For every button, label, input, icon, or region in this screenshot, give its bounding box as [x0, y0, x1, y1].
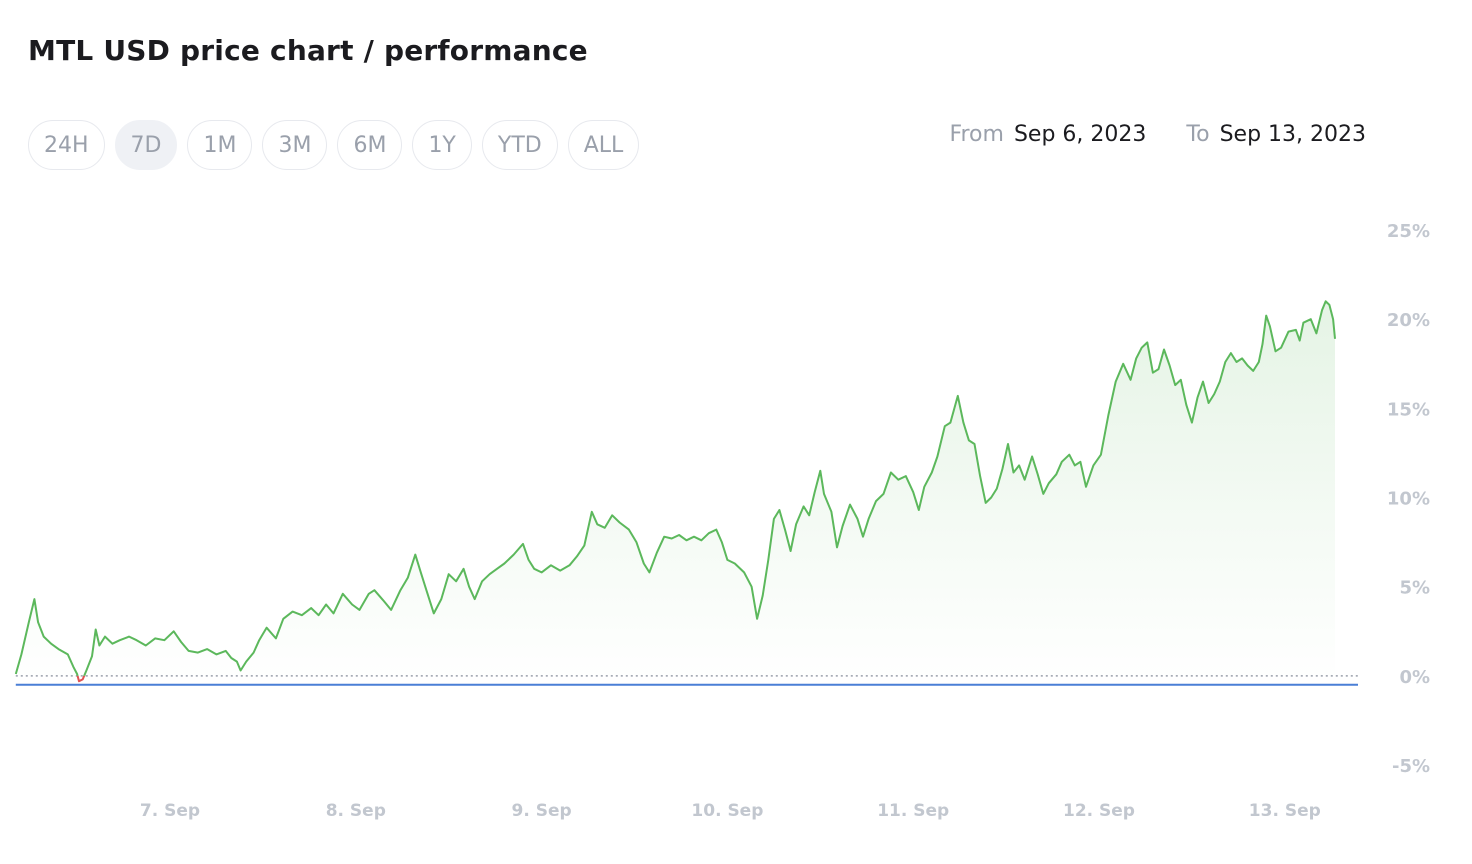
y-tick-label: 15% — [1387, 399, 1430, 420]
performance-line-positive — [14, 300, 1336, 676]
x-tick-label: 8. Sep — [326, 801, 386, 821]
range-button-1y[interactable]: 1Y — [412, 120, 472, 170]
x-tick-label: 7. Sep — [140, 801, 200, 821]
to-date-input[interactable]: Sep 13, 2023 — [1219, 122, 1366, 147]
range-button-6m[interactable]: 6M — [337, 120, 403, 170]
x-tick-label: 12. Sep — [1063, 801, 1135, 821]
y-axis: 25% 20% 15% 10% 5% 0% -5% — [1387, 221, 1430, 777]
page-title: MTL USD price chart / performance — [28, 34, 588, 67]
x-tick-label: 10. Sep — [691, 801, 763, 821]
range-button-all[interactable]: ALL — [567, 120, 640, 170]
range-button-7d[interactable]: 7D — [114, 120, 178, 170]
range-selector: 24H 7D 1M 3M 6M 1Y YTD ALL — [28, 120, 640, 170]
x-tick-label: 13. Sep — [1249, 801, 1321, 821]
from-label: From — [949, 122, 1004, 147]
range-button-ytd[interactable]: YTD — [481, 120, 558, 170]
range-button-24h[interactable]: 24H — [28, 120, 105, 170]
date-range: From Sep 6, 2023 To Sep 13, 2023 — [949, 122, 1366, 147]
range-button-1m[interactable]: 1M — [187, 120, 253, 170]
y-tick-label: 5% — [1399, 578, 1430, 599]
y-tick-label: 10% — [1387, 489, 1430, 510]
y-tick-label: 0% — [1399, 667, 1430, 688]
y-tick-label: 25% — [1387, 221, 1430, 242]
x-tick-label: 11. Sep — [877, 801, 949, 821]
performance-area — [15, 301, 1335, 676]
from-date-input[interactable]: Sep 6, 2023 — [1013, 122, 1147, 147]
to-label: To — [1186, 122, 1210, 147]
y-tick-label: -5% — [1392, 756, 1430, 777]
x-axis: 7. Sep 8. Sep 9. Sep 10. Sep 11. Sep 12. Sep 1… — [140, 801, 1321, 821]
y-tick-label: 20% — [1387, 310, 1430, 331]
x-tick-label: 9. Sep — [512, 801, 572, 821]
range-button-3m[interactable]: 3M — [262, 120, 328, 170]
